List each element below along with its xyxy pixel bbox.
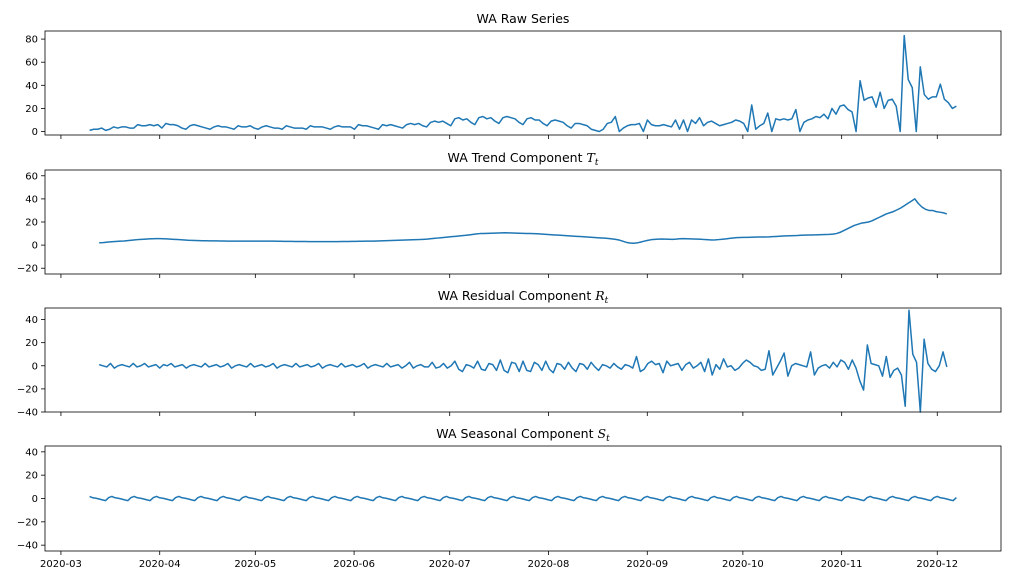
x-tick-label: 2020-08: [528, 559, 570, 570]
x-tick-label: 2020-06: [333, 559, 375, 570]
y-tick-label: 60: [25, 171, 38, 182]
chart-panel-4: WA Seasonal Component St −40 −20 0 20 40 2020-0…: [17, 426, 1002, 570]
panel-title-subscript: t: [605, 296, 609, 306]
panel-title: WA Seasonal Component St: [436, 426, 610, 444]
x-tick-label: 2020-07: [429, 559, 471, 570]
x-tick-label: 2020-11: [821, 559, 863, 570]
x-tick-label: 2020-10: [722, 559, 764, 570]
y-tick-label: −40: [17, 541, 38, 552]
x-tick-label: 2020-03: [40, 559, 82, 570]
panel-title-symbol: T: [587, 150, 597, 165]
panel-title: WA Raw Series: [477, 11, 570, 26]
panel-title-symbol: S: [598, 426, 607, 441]
y-tick-label: −20: [17, 264, 38, 275]
y-tick-label: 40: [25, 194, 38, 205]
series-line: [98, 309, 948, 413]
y-tick-label: 60: [25, 58, 38, 69]
series-line: [99, 198, 948, 245]
panel-title-subscript: t: [595, 158, 599, 168]
x-tick-label: 2020-12: [916, 559, 958, 570]
panel-title-text: WA Raw Series: [477, 11, 570, 26]
panel-title-subscript: t: [606, 434, 610, 444]
y-tick-label: −20: [17, 384, 38, 395]
chart-panel-2: WA Trend Component Tt −20 0 20 40 60: [17, 150, 1002, 278]
y-tick-label: 0: [32, 494, 38, 505]
x-tick-label: 2020-05: [234, 559, 276, 570]
series-line: [89, 495, 957, 502]
chart-panel-1: WA Raw Series 0 20 40 60 80: [25, 11, 1002, 139]
panel-title-text: WA Seasonal Component: [436, 426, 593, 441]
panel-title-text: WA Trend Component: [448, 150, 583, 165]
y-tick-label: 0: [32, 241, 38, 252]
plot-frame: [44, 30, 1002, 136]
x-tick-label: 2020-04: [139, 559, 181, 570]
panel-title: WA Trend Component Tt: [448, 150, 599, 168]
chart-panel-3: WA Residual Component Rt −40 −20 0 20 40: [17, 288, 1002, 419]
series-line: [89, 34, 957, 133]
panel-title-symbol: R: [594, 288, 604, 303]
y-tick-label: −20: [17, 517, 38, 528]
y-tick-label: 40: [25, 81, 38, 92]
y-tick-label: 20: [25, 471, 38, 482]
plot-frame: [44, 169, 1002, 275]
plot-frame: [44, 307, 1002, 413]
y-tick-label: 0: [32, 127, 38, 138]
panel-title-text: WA Residual Component: [438, 288, 592, 303]
panel-title: WA Residual Component Rt: [438, 288, 609, 306]
y-tick-label: 20: [25, 218, 38, 229]
y-tick-label: −40: [17, 408, 38, 419]
plot-frame: [44, 445, 1002, 552]
y-tick-label: 40: [25, 447, 38, 458]
y-tick-label: 0: [32, 361, 38, 372]
y-tick-label: 40: [25, 315, 38, 326]
y-tick-label: 80: [25, 35, 38, 46]
x-tick-label: 2020-09: [626, 559, 668, 570]
y-tick-label: 20: [25, 338, 38, 349]
y-tick-label: 20: [25, 104, 38, 115]
